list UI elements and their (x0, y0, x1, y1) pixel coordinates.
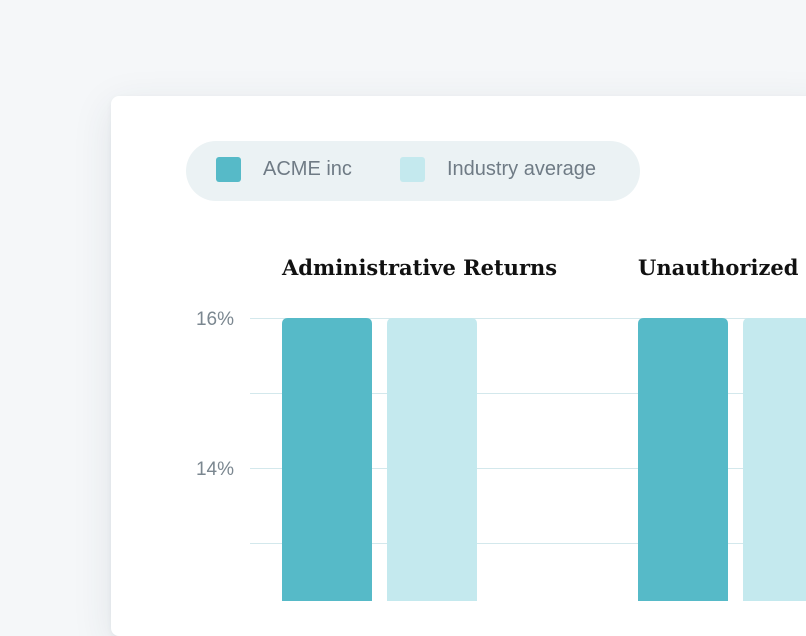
bar-industry-average-0 (387, 318, 477, 601)
chart-legend: ACME inc Industry average (186, 141, 640, 201)
bar-industry-average-1 (743, 318, 806, 601)
legend-item-industry-average: Industry average (400, 157, 596, 182)
category-title-1: Unauthorized I (638, 255, 806, 280)
legend-label-acme: ACME inc (263, 158, 352, 180)
category-title-0: Administrative Returns (281, 255, 557, 280)
y-tick-label-0: 16% (196, 309, 234, 330)
legend-swatch-acme (216, 157, 241, 182)
legend-item-acme: ACME inc (216, 157, 352, 182)
bar-acme-0 (282, 318, 372, 601)
legend-label-industry-average: Industry average (447, 158, 596, 180)
y-tick-label-1: 14% (196, 459, 234, 480)
bar-acme-1 (638, 318, 728, 601)
bar-chart: 16% 14% Administrative Returns Unauthorized… (196, 255, 806, 601)
legend-swatch-industry-average (400, 157, 425, 182)
